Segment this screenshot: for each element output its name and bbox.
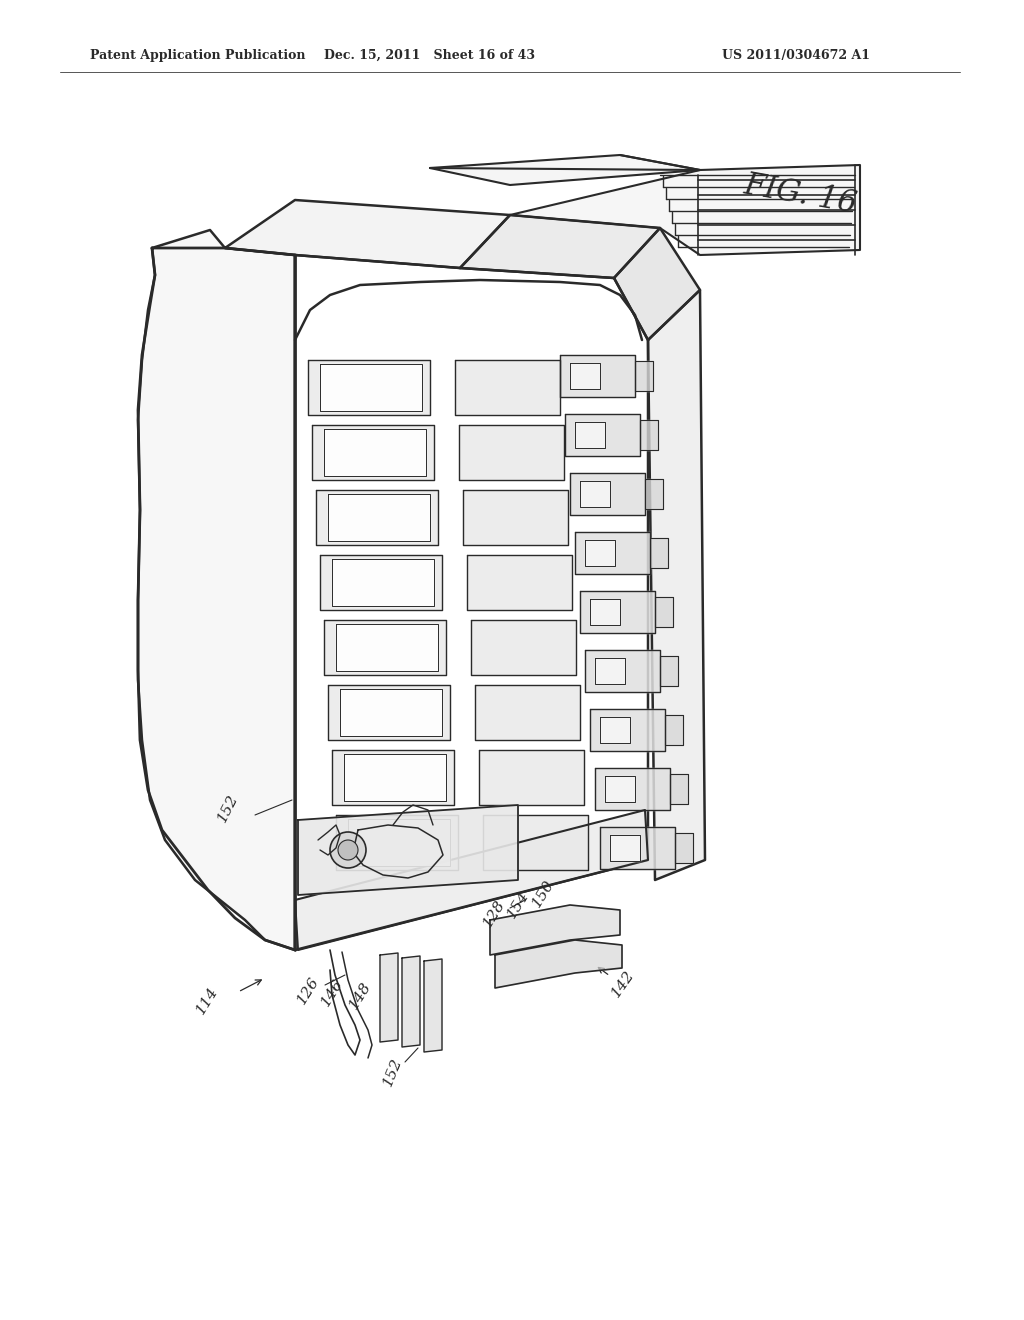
- Polygon shape: [650, 539, 668, 568]
- Polygon shape: [380, 953, 398, 1041]
- Polygon shape: [336, 624, 438, 671]
- Polygon shape: [595, 768, 670, 810]
- Polygon shape: [675, 833, 693, 863]
- Polygon shape: [660, 656, 678, 686]
- Polygon shape: [467, 554, 572, 610]
- Polygon shape: [575, 422, 605, 447]
- Polygon shape: [610, 836, 640, 861]
- Polygon shape: [580, 591, 655, 634]
- Polygon shape: [670, 774, 688, 804]
- Polygon shape: [455, 360, 560, 414]
- Polygon shape: [614, 228, 700, 341]
- Polygon shape: [319, 364, 422, 411]
- Polygon shape: [340, 689, 442, 737]
- Polygon shape: [316, 490, 438, 545]
- Polygon shape: [424, 960, 442, 1052]
- Polygon shape: [336, 814, 458, 870]
- Polygon shape: [332, 750, 454, 805]
- Polygon shape: [319, 554, 442, 610]
- Text: 152: 152: [215, 792, 241, 824]
- Polygon shape: [328, 494, 430, 541]
- Text: Dec. 15, 2011   Sheet 16 of 43: Dec. 15, 2011 Sheet 16 of 43: [325, 49, 536, 62]
- Polygon shape: [295, 810, 648, 950]
- Text: 126: 126: [294, 974, 322, 1006]
- Text: 152: 152: [381, 1056, 404, 1088]
- Polygon shape: [324, 429, 426, 477]
- Text: 148: 148: [346, 979, 374, 1011]
- Circle shape: [338, 840, 358, 861]
- Polygon shape: [402, 956, 420, 1047]
- Polygon shape: [648, 290, 705, 880]
- Polygon shape: [570, 473, 645, 515]
- Text: 150: 150: [529, 876, 557, 909]
- Polygon shape: [585, 649, 660, 692]
- Polygon shape: [138, 230, 295, 950]
- Polygon shape: [600, 717, 630, 743]
- Polygon shape: [459, 425, 564, 480]
- Text: FIG. 16: FIG. 16: [741, 170, 859, 220]
- Polygon shape: [585, 540, 615, 566]
- Polygon shape: [605, 776, 635, 803]
- Polygon shape: [479, 750, 584, 805]
- Polygon shape: [575, 532, 650, 574]
- Text: 154: 154: [504, 888, 531, 920]
- Polygon shape: [510, 165, 860, 255]
- Polygon shape: [590, 709, 665, 751]
- Polygon shape: [590, 599, 620, 624]
- Text: 142: 142: [609, 968, 637, 1001]
- Polygon shape: [560, 355, 635, 397]
- Circle shape: [330, 832, 366, 869]
- Polygon shape: [483, 814, 588, 870]
- Text: 128: 128: [480, 896, 508, 929]
- Polygon shape: [600, 828, 675, 869]
- Polygon shape: [655, 597, 673, 627]
- Polygon shape: [332, 558, 434, 606]
- Polygon shape: [328, 685, 450, 741]
- Polygon shape: [460, 215, 660, 279]
- Polygon shape: [471, 620, 575, 675]
- Text: US 2011/0304672 A1: US 2011/0304672 A1: [722, 49, 870, 62]
- Polygon shape: [595, 657, 625, 684]
- Polygon shape: [665, 715, 683, 744]
- Polygon shape: [430, 154, 700, 185]
- Polygon shape: [225, 201, 510, 268]
- Polygon shape: [475, 685, 580, 741]
- Polygon shape: [570, 363, 600, 389]
- Polygon shape: [308, 360, 430, 414]
- Polygon shape: [298, 805, 518, 895]
- Text: Patent Application Publication: Patent Application Publication: [90, 49, 305, 62]
- Polygon shape: [324, 620, 446, 675]
- Polygon shape: [463, 490, 568, 545]
- Text: 114: 114: [194, 983, 221, 1016]
- Polygon shape: [580, 480, 610, 507]
- Polygon shape: [635, 360, 653, 391]
- Polygon shape: [348, 818, 450, 866]
- Polygon shape: [640, 420, 658, 450]
- Polygon shape: [565, 414, 640, 455]
- Polygon shape: [490, 906, 620, 954]
- Polygon shape: [312, 425, 434, 480]
- Text: 146: 146: [318, 975, 346, 1008]
- Polygon shape: [645, 479, 663, 510]
- Polygon shape: [495, 940, 622, 987]
- Polygon shape: [295, 255, 648, 950]
- Polygon shape: [344, 754, 446, 801]
